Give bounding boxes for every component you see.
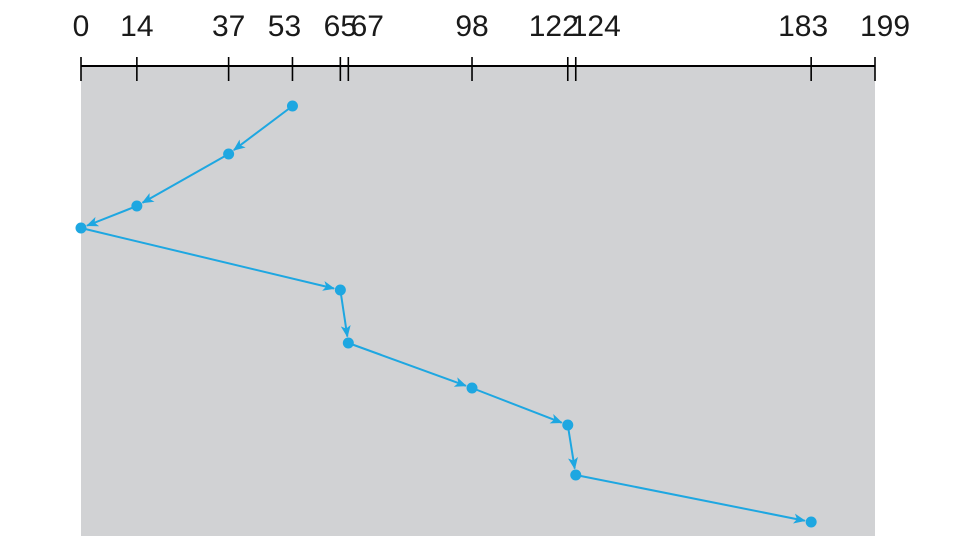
- axis-tick-label: 53: [268, 10, 301, 43]
- request-points: [75, 100, 817, 528]
- axis-tick-label: 67: [351, 10, 384, 43]
- axis-tick-label: 14: [120, 10, 153, 43]
- axis-tick-label: 0: [73, 10, 90, 43]
- move-53-to-37: [233, 105, 294, 151]
- request-point-124: [570, 469, 582, 481]
- request-panel: [81, 66, 875, 536]
- move-122-to-124: [566, 424, 578, 470]
- axis-tick-label: 122: [529, 10, 579, 43]
- move-0-to-65: [80, 227, 335, 291]
- request-point-98: [466, 382, 478, 394]
- head-movement-path: [80, 105, 806, 524]
- move-67-to-98: [347, 342, 467, 387]
- request-point-183: [805, 516, 817, 528]
- request-point-14: [131, 200, 143, 212]
- request-point-67: [342, 337, 354, 349]
- axis-tick-label: 65: [324, 10, 357, 43]
- move-65-to-67: [339, 289, 351, 338]
- move-124-to-183: [575, 474, 806, 524]
- request-point-0: [75, 222, 87, 234]
- axis-tick-label: 199: [860, 10, 910, 43]
- axis-ticks: [80, 57, 876, 81]
- request-point-53: [286, 100, 298, 112]
- request-point-37: [223, 148, 235, 160]
- move-98-to-122: [471, 387, 563, 424]
- request-point-122: [562, 419, 574, 431]
- axis-tick-label: 37: [212, 10, 245, 43]
- axis-tick-label: 124: [571, 10, 621, 43]
- move-14-to-0: [86, 205, 138, 227]
- axis-tick-label: 98: [455, 10, 488, 43]
- request-point-65: [334, 284, 346, 296]
- axis-tick-label: 183: [778, 10, 828, 43]
- move-37-to-14: [141, 153, 230, 204]
